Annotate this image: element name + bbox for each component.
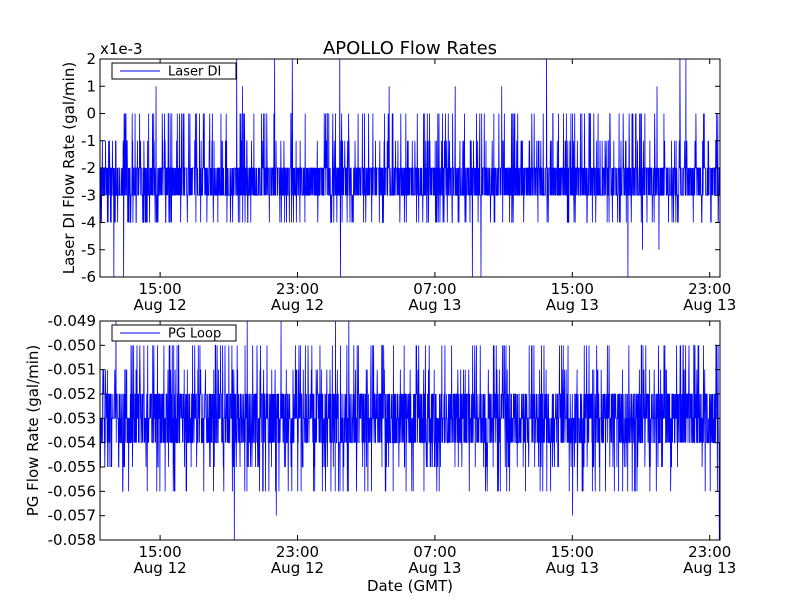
y-tick-label: -1 [81,132,96,150]
x-tick-time-label: 23:00 [688,543,731,561]
x-tick-time-label: 15:00 [138,280,181,298]
y-tick-label: 1 [86,77,96,95]
x-tick-date-label: Aug 12 [134,296,187,314]
series-line-pg-loop [100,321,720,540]
legend-box [111,324,237,342]
y-tick-label: -2 [81,159,96,177]
x-tick-date-label: Aug 12 [271,296,324,314]
x-tick-time-label: 15:00 [551,280,594,298]
pg-loop-panel: -0.058 -0.057 -0.056 -0.055 -0.054 -0.053 -0.0… [24,312,736,577]
y-tick-label: -0.058 [48,531,96,549]
y-tick-label: -0.050 [48,336,96,354]
x-tick-date-label: Aug 13 [546,296,599,314]
legend-box [111,62,237,80]
legend: Laser DI [111,62,237,80]
x-tick-date-label: Aug 13 [683,559,736,577]
y-tick-label: 0 [86,105,96,123]
x-tick-date-label: Aug 13 [683,296,736,314]
x-tick-date-label: Aug 13 [546,559,599,577]
axes-frame [99,320,721,541]
y-tick-label: -0.052 [48,385,96,403]
y-tick-label: -4 [81,214,96,232]
legend: PG Loop [111,324,237,342]
x-tick-time-label: 07:00 [413,280,456,298]
x-tick-time-label: 15:00 [138,543,181,561]
series-line-laser-di [100,59,720,277]
x-tick-date-label: Aug 12 [134,559,187,577]
y-tick-label: -0.054 [48,434,96,452]
x-tick-time-label: 15:00 [551,543,594,561]
y-tick-label: 2 [86,50,96,68]
y-tick-label: -6 [81,268,96,286]
x-axis-label: Date (GMT) [367,577,453,595]
y-tick-label: -0.051 [48,361,96,379]
y-axis-label: Laser DI Flow Rate (gal/min) [60,62,78,274]
x-tick-time-label: 23:00 [688,280,731,298]
x-tick-date-label: Aug 13 [408,559,461,577]
y-scale-multiplier: x1e-3 [100,40,143,58]
y-tick-label: -0.053 [48,409,96,427]
y-tick-label: -0.055 [48,458,96,476]
chart-title: APOLLO Flow Rates [323,38,497,59]
y-tick-label: -0.057 [48,507,96,525]
y-tick-label: -3 [81,186,96,204]
y-axis-label: PG Flow Rate (gal/min) [24,345,42,517]
x-tick-time-label: 23:00 [276,543,319,561]
y-tick-label: -0.049 [48,312,96,330]
y-tick-label: -0.056 [48,482,96,500]
x-tick-time-label: 07:00 [413,543,456,561]
x-tick-time-label: 23:00 [276,280,319,298]
legend-label: PG Loop [168,327,221,342]
legend-label: Laser DI [168,65,221,80]
y-tick-label: -5 [81,241,96,259]
x-tick-date-label: Aug 12 [271,559,324,577]
x-tick-date-label: Aug 13 [408,296,461,314]
